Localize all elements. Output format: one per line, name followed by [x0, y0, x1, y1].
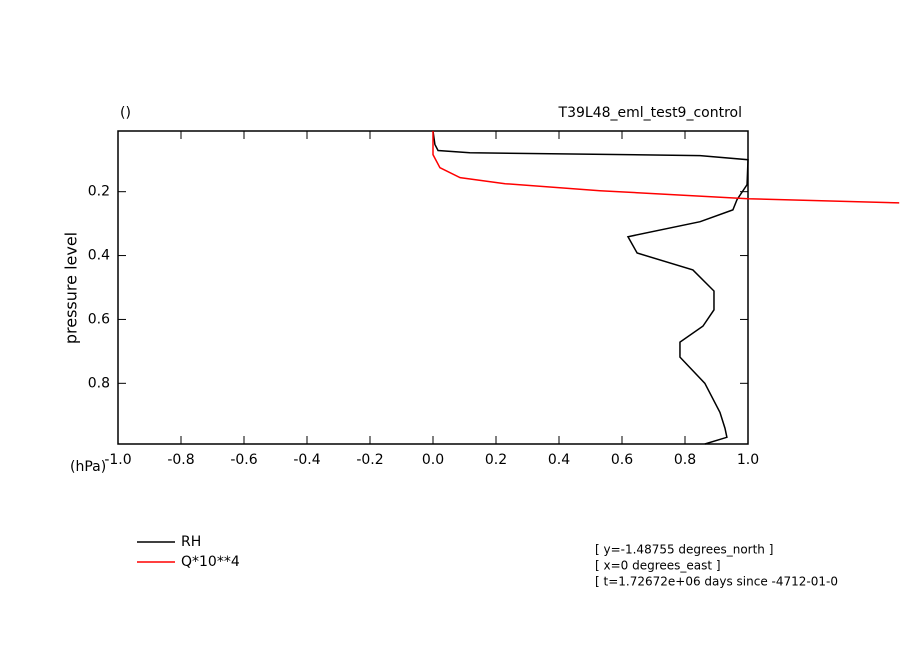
series-line [432, 131, 900, 204]
chart-title: T39L48_eml_test9_control [558, 105, 742, 121]
series-line [432, 130, 749, 445]
x-tick-label: 0.0 [422, 452, 444, 468]
y-axis-unit: (hPa) [70, 459, 106, 475]
x-tick-label: -0.4 [293, 452, 320, 468]
plot-frame [117, 130, 749, 445]
legend-label: Q*10**4 [181, 554, 240, 570]
x-tick-label: -0.2 [356, 452, 383, 468]
y-axis-label: pressure level [62, 232, 81, 344]
x-tick-label: 0.4 [548, 452, 570, 468]
x-tick-label: 0.6 [611, 452, 633, 468]
x-tick-label: -0.6 [230, 452, 257, 468]
x-tick-label: 0.8 [674, 452, 696, 468]
x-tick-label: -1.0 [104, 452, 131, 468]
annotation: [ t=1.72672e+06 days since -4712-01-0 [595, 575, 838, 589]
legend-label: RH [181, 534, 201, 550]
y-tick-label: 0.2 [88, 184, 110, 200]
y-tick-label: 0.4 [88, 248, 110, 264]
y-tick-label: 0.8 [88, 375, 110, 391]
annotation: [ y=-1.48755 degrees_north ] [595, 543, 773, 557]
x-tick-label: 1.0 [737, 452, 759, 468]
annotation: [ x=0 degrees_east ] [595, 559, 721, 573]
x-tick-label: -0.8 [167, 452, 194, 468]
chart-subtitle: () [120, 105, 131, 121]
y-tick-label: 0.6 [88, 311, 110, 327]
x-tick-label: 0.2 [485, 452, 507, 468]
